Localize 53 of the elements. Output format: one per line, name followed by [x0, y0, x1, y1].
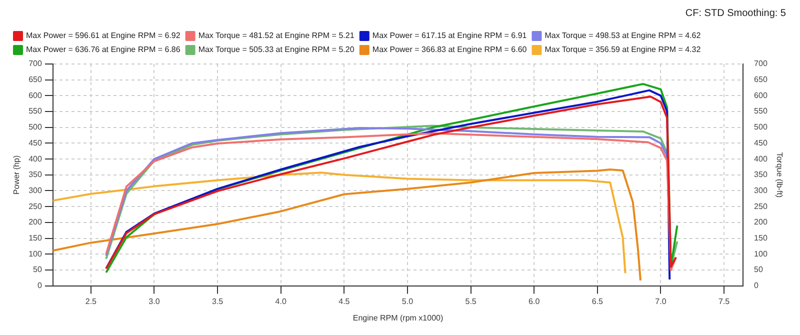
y-tick-label: 350 — [28, 170, 42, 180]
y2-tick-label: 100 — [754, 249, 768, 258]
legend-label: Max Torque = 498.53 at Engine RPM = 4.62 — [544, 31, 702, 40]
legend-label: Max Torque = 505.33 at Engine RPM = 5.20 — [198, 45, 355, 54]
y-tick-label: 100 — [28, 249, 42, 258]
text: CF: STD Smoothing: 5 — [685, 8, 786, 21]
y2-tick-label: 200 — [754, 218, 768, 227]
x-tick-label: 5.0 — [402, 296, 414, 306]
x-tick-label: 7.0 — [655, 296, 667, 306]
y-tick-label: 150 — [28, 233, 42, 242]
x-tick-label: 2.5 — [85, 296, 98, 306]
y-tick-label: 250 — [28, 202, 42, 211]
y-tick-label: 450 — [28, 138, 42, 148]
y2-tick-label: 350 — [754, 170, 768, 180]
y2-tick-label: 550 — [754, 106, 768, 116]
y-tick-label: 200 — [28, 218, 42, 227]
y2-tick-label: 0 — [754, 281, 760, 290]
y-tick-label: 400 — [28, 154, 42, 164]
x-tick-label: 5.5 — [465, 296, 477, 306]
x-tick-label: 6.0 — [528, 296, 540, 306]
y2-tick-label: 250 — [754, 202, 768, 211]
y2-tick-label: 450 — [754, 138, 768, 148]
x-tick-label: 3.5 — [212, 296, 224, 306]
x-tick-label: 7.5 — [718, 296, 730, 306]
y2-tick-label: 700 — [754, 59, 768, 68]
x-tick-label: 3.0 — [148, 296, 160, 306]
y-tick-label: 700 — [28, 59, 42, 68]
legend-label: Max Power = 617.15 at Engine RPM = 6.91 — [372, 31, 528, 40]
legend-label: Max Power = 596.61 at Engine RPM = 6.92 — [26, 31, 181, 40]
y-tick-label: 500 — [28, 122, 42, 132]
legend-label: Max Torque = 356.59 at Engine RPM = 4.32 — [544, 45, 702, 54]
legend-label: Max Power = 636.76 at Engine RPM = 6.86 — [26, 45, 181, 54]
x-axis-title: Engine RPM (rpm x1000) — [352, 313, 444, 322]
y2-axis-title: Torque (lb-ft) — [774, 152, 784, 198]
y-tick-label: 0 — [37, 281, 42, 290]
y-tick-label: 600 — [28, 90, 42, 100]
y2-tick-label: 300 — [754, 186, 768, 195]
y-tick-label: 50 — [33, 265, 42, 274]
legend-label: Max Torque = 481.52 at Engine RPM = 5.21 — [198, 31, 355, 40]
y-tick-label: 300 — [28, 186, 42, 195]
y-tick-label: 650 — [28, 75, 42, 84]
y-tick-label: 550 — [28, 106, 42, 116]
y2-tick-label: 150 — [754, 233, 768, 242]
y-axis-title: Power (hp) — [12, 155, 22, 194]
y2-tick-label: 400 — [754, 154, 768, 164]
x-tick-label: 4.5 — [338, 296, 350, 306]
y2-tick-label: 600 — [754, 90, 768, 100]
y2-tick-label: 50 — [754, 265, 764, 274]
x-tick-label: 6.5 — [592, 296, 604, 306]
y2-tick-label: 650 — [754, 75, 768, 84]
x-tick-label: 4.0 — [275, 296, 287, 306]
legend-label: Max Power = 366.83 at Engine RPM = 6.60 — [372, 45, 528, 54]
y2-tick-label: 500 — [754, 122, 768, 132]
